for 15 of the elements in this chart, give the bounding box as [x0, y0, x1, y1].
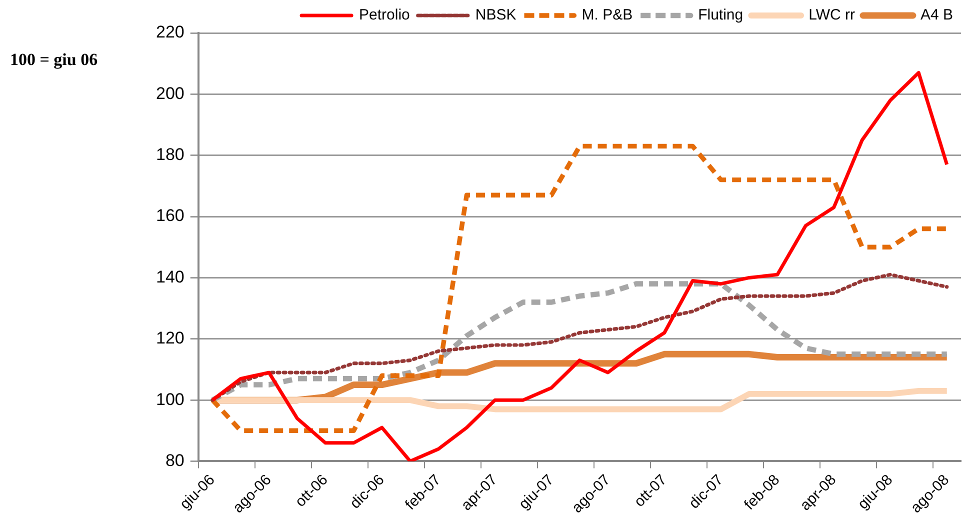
legend-label: LWC rr	[808, 6, 855, 24]
y-tick-label: 220	[156, 22, 184, 42]
legend-label: A4 B	[920, 6, 954, 24]
y-tick-label: 160	[156, 206, 184, 226]
y-tick-label: 200	[156, 84, 184, 103]
y-tick-label: 100	[156, 390, 184, 409]
legend-label: M. P&B	[582, 6, 633, 24]
legend-label: NBSK	[475, 6, 516, 24]
legend-label: Petrolio	[359, 6, 410, 24]
y-tick-label: 120	[156, 328, 184, 348]
legend-label: Fluting	[698, 6, 744, 24]
y-tick-label: 180	[156, 145, 184, 164]
text: 100 = giu 06	[10, 50, 98, 70]
y-tick-label: 140	[156, 267, 184, 286]
y-tick-label: 80	[165, 450, 184, 470]
